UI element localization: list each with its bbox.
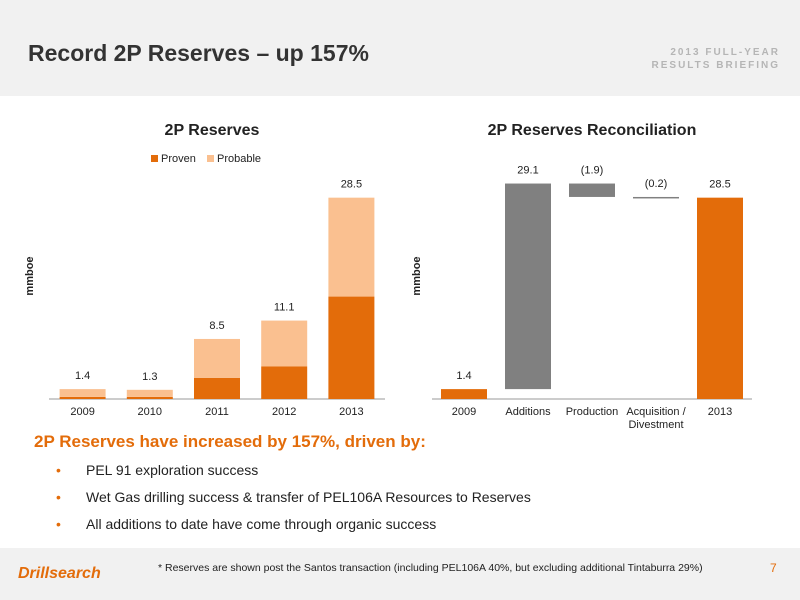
bullet-text: PEL 91 exploration success	[86, 462, 259, 478]
bar-total-label: 28.5	[341, 179, 362, 191]
x-tick-label: 2013	[708, 406, 732, 418]
briefing-line-1: 2013 FULL-YEAR	[670, 47, 780, 58]
bar-probable	[126, 389, 173, 397]
bullet-list: • PEL 91 exploration success • Wet Gas dri…	[56, 460, 531, 541]
bar-proven	[328, 296, 375, 399]
waterfall-value-label: 1.4	[456, 370, 471, 382]
legend-proven-label: Proven	[161, 153, 196, 165]
bullet-item: • All additions to date have come through…	[56, 514, 531, 541]
header-band	[0, 0, 800, 96]
x-tick-label: 2011	[205, 406, 229, 418]
x-tick-label: Production	[566, 406, 619, 418]
x-tick-label: 2010	[138, 406, 162, 418]
bar-total-label: 1.4	[75, 370, 90, 382]
legend-probable-swatch	[207, 155, 214, 162]
slide-title: Record 2P Reserves – up 157%	[28, 40, 369, 66]
bar-probable	[194, 338, 240, 378]
bullet-dot-icon: •	[56, 489, 61, 505]
bar-proven	[261, 366, 308, 399]
waterfall-value-label: 28.5	[709, 179, 730, 191]
page-number: 7	[770, 561, 777, 575]
x-tick-label: 2009	[70, 406, 94, 418]
bar-total-label: 8.5	[209, 320, 224, 332]
bar-total-label: 11.1	[274, 302, 295, 314]
x-tick-label: Divestment	[628, 419, 683, 431]
x-tick-label: Acquisition /	[626, 406, 686, 418]
legend-proven-swatch	[151, 155, 158, 162]
bullet-item: • Wet Gas drilling success & transfer of …	[56, 487, 531, 514]
bar-probable	[328, 197, 375, 297]
y-axis-label: mmboe	[411, 256, 423, 295]
x-tick-label: 2012	[272, 406, 296, 418]
bar-proven	[59, 396, 106, 399]
waterfall-value-label: 29.1	[517, 165, 538, 177]
charts-area: 2P Reserves Proven Probable mmboe 1.4 2009 1.3…	[24, 122, 752, 431]
bullet-text: All additions to date have come through …	[86, 516, 437, 532]
bullet-text: Wet Gas drilling success & transfer of P…	[86, 489, 531, 505]
waterfall-change-bar	[633, 196, 679, 199]
waterfall-value-label: (1.9)	[581, 165, 604, 177]
bar-probable	[261, 320, 308, 367]
briefing-label: 2013 FULL-YEAR RESULTS BRIEFING	[652, 46, 780, 72]
headline: 2P Reserves have increased by 157%, driv…	[34, 432, 426, 451]
footer-band	[0, 548, 800, 600]
x-tick-label: 2013	[339, 406, 363, 418]
chart-title: 2P Reserves	[165, 122, 260, 139]
waterfall-total-bar	[441, 389, 487, 399]
company-logo: Drillsearch	[18, 565, 101, 582]
bullet-dot-icon: •	[56, 516, 61, 532]
waterfall-total-bar	[697, 197, 743, 399]
waterfall-change-bar	[569, 183, 615, 197]
bar-proven	[126, 396, 173, 399]
bar-proven	[194, 377, 240, 399]
waterfall-change-bar	[505, 183, 551, 390]
x-tick-label: Additions	[505, 406, 551, 418]
chart-title: 2P Reserves Reconciliation	[488, 122, 697, 139]
x-tick-label: 2009	[452, 406, 476, 418]
footnote: * Reserves are shown post the Santos tra…	[158, 562, 703, 574]
waterfall-value-label: (0.2)	[645, 178, 668, 190]
y-axis-label: mmboe	[24, 256, 36, 295]
bullet-dot-icon: •	[56, 462, 61, 478]
bar-probable	[59, 389, 106, 397]
bullet-item: • PEL 91 exploration success	[56, 460, 531, 487]
legend-probable-label: Probable	[217, 153, 261, 165]
briefing-line-2: RESULTS BRIEFING	[651, 60, 780, 71]
bar-total-label: 1.3	[142, 371, 157, 383]
